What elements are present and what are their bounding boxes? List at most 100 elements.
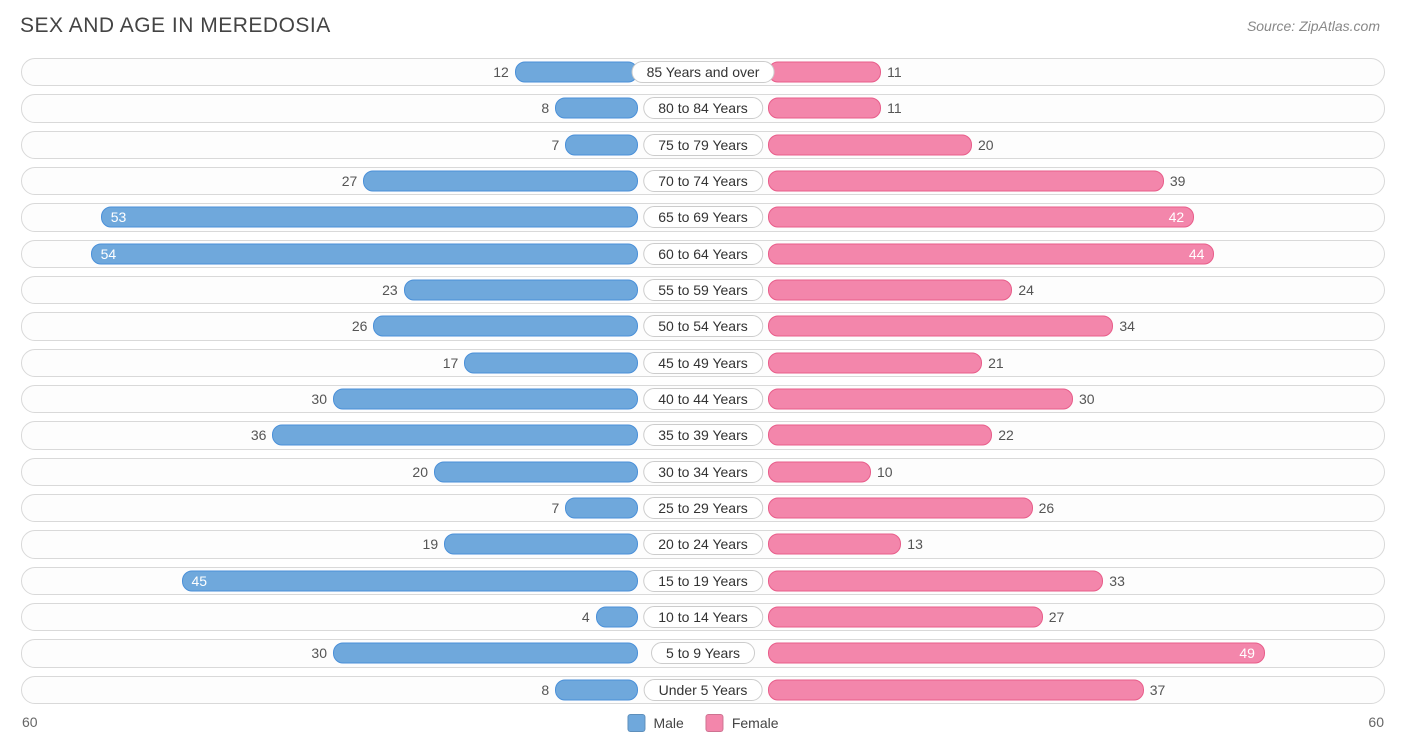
age-bucket-label: 15 to 19 Years	[643, 570, 763, 592]
male-bar	[373, 316, 638, 337]
female-value: 20	[978, 137, 994, 153]
male-bar	[464, 352, 638, 373]
male-bar	[555, 679, 638, 700]
chart-title: SEX AND AGE IN MEREDOSIA	[20, 14, 331, 38]
legend-swatch-female	[706, 714, 724, 732]
age-bucket-label: 60 to 64 Years	[643, 243, 763, 265]
female-bar	[768, 643, 1265, 664]
male-bar	[404, 280, 638, 301]
male-value: 27	[342, 173, 358, 189]
pyramid-row: 30 to 34 Years 20 10	[18, 454, 1388, 490]
male-value: 45	[192, 573, 208, 589]
pyramid-row: 65 to 69 Years5342	[18, 199, 1388, 235]
female-bar	[768, 62, 881, 83]
male-value: 20	[412, 464, 428, 480]
male-value: 17	[443, 355, 459, 371]
male-bar	[91, 243, 638, 264]
male-value: 8	[541, 100, 549, 116]
male-bar	[515, 62, 638, 83]
age-bucket-label: 50 to 54 Years	[643, 315, 763, 337]
age-bucket-label: 35 to 39 Years	[643, 424, 763, 446]
female-value: 33	[1109, 573, 1125, 589]
pyramid-row: 45 to 49 Years 17 21	[18, 345, 1388, 381]
pyramid-row: 25 to 29 Years 7 26	[18, 490, 1388, 526]
pyramid-row: 70 to 74 Years 27 39	[18, 163, 1388, 199]
male-value: 54	[101, 246, 117, 262]
pyramid-row: 55 to 59 Years2324	[18, 272, 1388, 308]
male-value: 7	[552, 137, 560, 153]
legend-label-male: Male	[653, 715, 683, 731]
pyramid-row: 15 to 19 Years 45 33	[18, 563, 1388, 599]
pyramid-row: 35 to 39 Years 36 22	[18, 417, 1388, 453]
female-value: 30	[1079, 391, 1095, 407]
male-bar	[565, 134, 638, 155]
female-bar	[768, 207, 1194, 228]
female-bar	[768, 425, 992, 446]
female-value: 24	[1018, 282, 1034, 298]
female-value: 42	[1169, 209, 1185, 225]
age-bucket-label: 45 to 49 Years	[643, 352, 763, 374]
male-value: 30	[311, 645, 327, 661]
male-value: 4	[582, 609, 590, 625]
age-bucket-label: 75 to 79 Years	[643, 134, 763, 156]
female-bar	[768, 389, 1073, 410]
age-bucket-label: 25 to 29 Years	[643, 497, 763, 519]
age-bucket-label: 80 to 84 Years	[643, 97, 763, 119]
female-bar	[768, 352, 982, 373]
female-value: 10	[877, 464, 893, 480]
female-bar	[768, 607, 1043, 628]
axis-label-right: 60	[1368, 714, 1384, 730]
male-value: 12	[493, 64, 509, 80]
pyramid-row: 5 to 9 Years3049	[18, 635, 1388, 671]
female-value: 11	[887, 100, 902, 116]
age-bucket-label: 70 to 74 Years	[643, 170, 763, 192]
source-attribution: Source: ZipAtlas.com	[1247, 18, 1380, 34]
age-bucket-label: 10 to 14 Years	[643, 606, 763, 628]
female-bar	[768, 498, 1033, 519]
pyramid-row: Under 5 Years837	[18, 672, 1388, 708]
male-value: 19	[423, 536, 439, 552]
male-bar	[333, 643, 638, 664]
legend-label-female: Female	[732, 715, 779, 731]
male-value: 7	[552, 500, 560, 516]
female-value: 22	[998, 427, 1014, 443]
female-bar	[768, 570, 1103, 591]
age-bucket-label: 20 to 24 Years	[643, 533, 763, 555]
female-value: 26	[1039, 500, 1055, 516]
legend: Male Female	[627, 714, 778, 732]
male-value: 26	[352, 318, 368, 334]
male-value: 36	[251, 427, 267, 443]
female-bar	[768, 280, 1012, 301]
male-bar	[363, 171, 638, 192]
male-bar	[333, 389, 638, 410]
female-bar	[768, 461, 871, 482]
female-value: 27	[1049, 609, 1065, 625]
age-bucket-label: 85 Years and over	[632, 61, 775, 83]
female-value: 21	[988, 355, 1004, 371]
male-bar	[444, 534, 638, 555]
female-value: 34	[1119, 318, 1135, 334]
male-bar	[434, 461, 638, 482]
pyramid-row: 75 to 79 Years 7 20	[18, 127, 1388, 163]
male-bar	[596, 607, 638, 628]
male-value: 8	[541, 682, 549, 698]
female-value: 37	[1150, 682, 1166, 698]
female-value: 13	[907, 536, 923, 552]
female-value: 39	[1170, 173, 1186, 189]
female-bar	[768, 171, 1164, 192]
male-bar	[565, 498, 638, 519]
male-value: 30	[311, 391, 327, 407]
age-bucket-label: 40 to 44 Years	[643, 388, 763, 410]
male-bar	[272, 425, 638, 446]
age-bucket-label: 30 to 34 Years	[643, 461, 763, 483]
male-bar	[555, 98, 638, 119]
legend-swatch-male	[627, 714, 645, 732]
female-value: 49	[1239, 645, 1255, 661]
pyramid-row: 85 Years and over1211	[18, 54, 1388, 90]
pyramid-row: 10 to 14 Years 4 27	[18, 599, 1388, 635]
male-value: 53	[111, 209, 127, 225]
pyramid-row: 40 to 44 Years 30 30	[18, 381, 1388, 417]
female-value: 44	[1189, 246, 1205, 262]
pyramid-chart: SEX AND AGE IN MEREDOSIA Source: ZipAtla…	[0, 0, 1406, 740]
female-bar	[768, 679, 1144, 700]
